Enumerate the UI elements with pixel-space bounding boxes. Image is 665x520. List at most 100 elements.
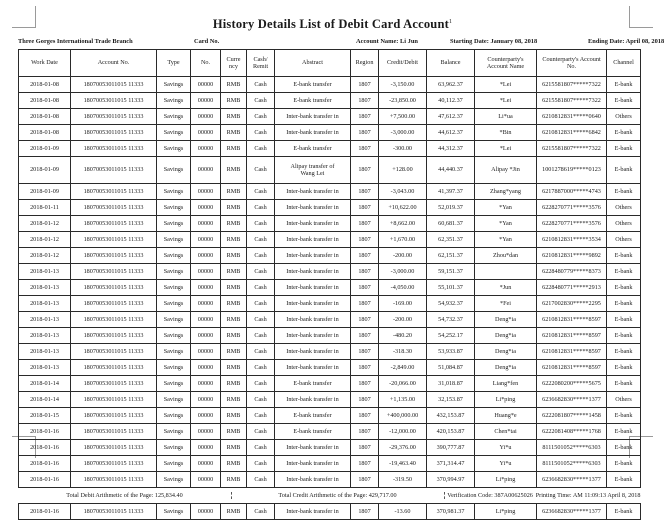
table-row[interactable]: 2018-01-14 18070053011015 11333 Savings 000… bbox=[18, 391, 641, 408]
table-row[interactable]: 2018-01-09 18070053011015 11333 Savings 000… bbox=[18, 140, 641, 157]
cell-counterparty-name: Li*ping bbox=[474, 503, 537, 520]
counterparty-name-text: Deng*ia bbox=[495, 315, 516, 323]
table-row[interactable]: 2018-01-11 18070053011015 11333 Savings 000… bbox=[18, 199, 641, 216]
cell-work-date: 2018-01-09 bbox=[18, 156, 71, 184]
cell-credit-debit: +128.00 bbox=[378, 156, 427, 184]
cell-counterparty-name: Deng*ia bbox=[474, 359, 537, 376]
cell-counterparty-name: *Yan bbox=[474, 199, 537, 216]
table-row[interactable]: 2018-01-08 18070053011015 11333 Savings 000… bbox=[18, 76, 641, 93]
cell-work-date: 2018-01-16 bbox=[18, 471, 71, 488]
cell-balance: 32,153.87 bbox=[426, 391, 475, 408]
cell-channel: E-bank bbox=[606, 359, 641, 376]
page-title-text: History Details List of Debit Card Accou… bbox=[212, 17, 449, 31]
cell-channel: E-bank bbox=[606, 295, 641, 312]
cell-abstract: Inter-bank transfer in bbox=[274, 108, 351, 125]
cell-abstract: Inter-bank transfer in bbox=[274, 439, 351, 456]
cell-work-date: 2018-01-09 bbox=[18, 140, 71, 157]
cell-balance: 52,019.37 bbox=[426, 199, 475, 216]
cell-no: 00000 bbox=[190, 327, 221, 344]
col-counterparty-name-line2: Account Name bbox=[486, 63, 525, 70]
table-row[interactable]: 2018-01-08 18070053011015 11333 Savings 000… bbox=[18, 92, 641, 109]
col-cash-remit: Cash/ Remit bbox=[246, 49, 275, 77]
table-row[interactable]: 2018-01-15 18070053011015 11333 Savings 000… bbox=[18, 407, 641, 424]
table-row[interactable]: 2018-01-12 18070053011015 11333 Savings 000… bbox=[18, 247, 641, 264]
cell-abstract: Inter-bank transfer in bbox=[274, 503, 351, 520]
meta-branch: Three Gorges International Trade Branch bbox=[18, 38, 133, 45]
cell-cash-remit: Cash bbox=[246, 108, 275, 125]
cell-abstract: Inter-bank transfer in bbox=[274, 311, 351, 328]
page-title: History Details List of Debit Card Accou… bbox=[0, 17, 665, 32]
cell-abstract: Inter-bank transfer in bbox=[274, 295, 351, 312]
table-row[interactable]: 2018-01-13 18070053011015 11333 Savings 000… bbox=[18, 359, 641, 376]
cell-balance: 51,084.87 bbox=[426, 359, 475, 376]
cell-type: Savings bbox=[156, 471, 191, 488]
cell-counterparty-no: 6210812831*****3534 bbox=[536, 231, 607, 248]
cell-currency: RMB bbox=[220, 471, 247, 488]
title-footnote-marker: 1 bbox=[448, 18, 453, 25]
cell-channel: Others bbox=[606, 108, 641, 125]
cell-counterparty-no: 6228480771*****2913 bbox=[536, 279, 607, 296]
cell-counterparty-no: 6222081408*****1768 bbox=[536, 423, 607, 440]
cell-counterparty-name: Li*ping bbox=[474, 391, 537, 408]
cell-cash-remit: Cash bbox=[246, 471, 275, 488]
table-row[interactable]: 2018-01-13 18070053011015 11333 Savings 000… bbox=[18, 279, 641, 296]
col-currency-line1: Curre bbox=[226, 55, 241, 63]
cell-account-no: 18070053011015 11333 bbox=[70, 140, 157, 157]
counterparty-name-text: Deng*ia bbox=[495, 347, 516, 355]
cell-work-date: 2018-01-08 bbox=[18, 76, 71, 93]
cell-region: 1807 bbox=[350, 92, 379, 109]
abstract-line2: Wang Lei bbox=[300, 170, 325, 177]
cell-counterparty-no: 6210812831*****8597 bbox=[536, 311, 607, 328]
table-row[interactable]: 2018-01-16 18070053011015 11333 Savings 000… bbox=[18, 423, 641, 440]
cell-work-date: 2018-01-12 bbox=[18, 215, 71, 232]
table-row[interactable]: 2018-01-13 18070053011015 11333 Savings 000… bbox=[18, 311, 641, 328]
cell-account-no: 18070053011015 11333 bbox=[70, 423, 157, 440]
cell-abstract: Inter-bank transfer in bbox=[274, 391, 351, 408]
table-row[interactable]: 2018-01-16 18070053011015 11333 Savings 000… bbox=[18, 503, 641, 520]
cell-balance: 54,732.37 bbox=[426, 311, 475, 328]
table-row[interactable]: 2018-01-08 18070053011015 11333 Savings 000… bbox=[18, 124, 641, 141]
cell-balance: 59,151.37 bbox=[426, 263, 475, 280]
cell-currency: RMB bbox=[220, 92, 247, 109]
cell-cash-remit: Cash bbox=[246, 279, 275, 296]
cell-balance: 54,932.37 bbox=[426, 295, 475, 312]
cell-counterparty-name: Li*ping bbox=[474, 471, 537, 488]
table-row[interactable]: 2018-01-13 18070053011015 11333 Savings 000… bbox=[18, 343, 641, 360]
cell-abstract: Inter-bank transfer in bbox=[274, 231, 351, 248]
cell-region: 1807 bbox=[350, 124, 379, 141]
cell-credit-debit: -3,000.00 bbox=[378, 263, 427, 280]
table-row[interactable]: 2018-01-12 18070053011015 11333 Savings 000… bbox=[18, 231, 641, 248]
cell-account-no: 18070053011015 11333 bbox=[70, 124, 157, 141]
cell-type: Savings bbox=[156, 124, 191, 141]
cell-credit-debit: -13.60 bbox=[378, 503, 427, 520]
table-row[interactable]: 2018-01-08 18070053011015 11333 Savings 000… bbox=[18, 108, 641, 125]
cell-cash-remit: Cash bbox=[246, 215, 275, 232]
cell-credit-debit: -2,849.00 bbox=[378, 359, 427, 376]
table-row[interactable]: 2018-01-09 18070053011015 11333 Savings 000… bbox=[18, 156, 641, 184]
cell-type: Savings bbox=[156, 343, 191, 360]
table-row[interactable]: 2018-01-13 18070053011015 11333 Savings 000… bbox=[18, 263, 641, 280]
cell-balance: 390,777.87 bbox=[426, 439, 475, 456]
cell-cash-remit: Cash bbox=[246, 76, 275, 93]
cell-region: 1807 bbox=[350, 391, 379, 408]
cell-no: 00000 bbox=[190, 471, 221, 488]
cell-region: 1807 bbox=[350, 343, 379, 360]
table-row[interactable]: 2018-01-16 18070053011015 11333 Savings 000… bbox=[18, 439, 641, 456]
cell-region: 1807 bbox=[350, 76, 379, 93]
cell-counterparty-no: 8111501052*****6303 bbox=[536, 439, 607, 456]
cell-abstract: Inter-bank transfer in bbox=[274, 124, 351, 141]
col-counterparty-no: Counterparty's Account No. bbox=[536, 49, 607, 77]
cell-currency: RMB bbox=[220, 124, 247, 141]
cell-credit-debit: -20,066.00 bbox=[378, 375, 427, 392]
cell-balance: 44,440.37 bbox=[426, 156, 475, 184]
table-row[interactable]: 2018-01-16 18070053011015 11333 Savings 000… bbox=[18, 471, 641, 488]
table-row[interactable]: 2018-01-14 18070053011015 11333 Savings 000… bbox=[18, 375, 641, 392]
table-row[interactable]: 2018-01-13 18070053011015 11333 Savings 000… bbox=[18, 295, 641, 312]
cell-balance: 31,018.87 bbox=[426, 375, 475, 392]
meta-account-name: Account Name: Li Jun bbox=[356, 38, 418, 45]
table-row[interactable]: 2018-01-12 18070053011015 11333 Savings 000… bbox=[18, 215, 641, 232]
table-row[interactable]: 2018-01-13 18070053011015 11333 Savings 000… bbox=[18, 327, 641, 344]
cell-work-date: 2018-01-09 bbox=[18, 183, 71, 200]
table-row[interactable]: 2018-01-09 18070053011015 11333 Savings 000… bbox=[18, 183, 641, 200]
cell-balance: 370,981.37 bbox=[426, 503, 475, 520]
